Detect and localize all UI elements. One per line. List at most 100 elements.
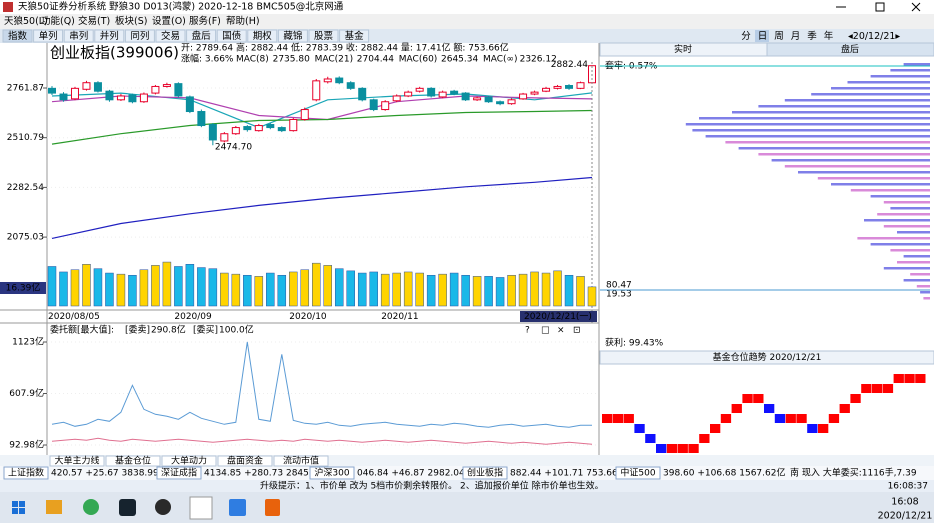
tab-label[interactable]: 同列 [130, 30, 149, 42]
maximize-button[interactable] [875, 2, 885, 12]
bottom-tab-label[interactable]: 大单主力线 [54, 455, 99, 467]
tab[interactable] [339, 29, 370, 43]
bottom-tab[interactable] [273, 455, 329, 467]
tab-label[interactable]: 单列 [39, 30, 58, 42]
ticker-quote: 420.57 +25.67 3838.99亿 [51, 467, 168, 479]
app-icon[interactable] [155, 499, 171, 515]
start-icon[interactable] [19, 508, 25, 514]
chip-reading: 19.53 [606, 290, 632, 300]
tab-label[interactable]: 交易 [161, 30, 180, 42]
bottom-tab[interactable] [49, 455, 105, 467]
chip-bar [877, 213, 930, 216]
cursor-date: 2020/12/21(一) [524, 312, 592, 322]
chip-bar [870, 243, 930, 246]
tab[interactable] [94, 29, 125, 43]
period-date[interactable]: ◂20/12/21▸ [848, 31, 900, 42]
panel-tab[interactable] [766, 42, 934, 57]
tab[interactable] [33, 29, 64, 43]
tab[interactable] [308, 29, 339, 43]
x-tick-label: 2020/10 [289, 312, 327, 322]
menu-item[interactable]: 设置(O) [152, 16, 186, 27]
bottom-tab-label[interactable]: 大单动力 [171, 455, 207, 467]
panel-control[interactable]: × [557, 326, 565, 336]
tab-label[interactable]: 藏锦 [283, 30, 302, 42]
panel-tab-label[interactable]: 实时 [674, 43, 692, 55]
volume-bar [576, 276, 585, 307]
period-button[interactable]: 季 [807, 30, 817, 42]
tab[interactable] [277, 29, 308, 43]
period-button[interactable]: 月 [791, 31, 801, 42]
ticker-quote: 046.84 +46.87 2982.04亿 [357, 467, 474, 479]
candle-body [346, 82, 355, 89]
volume-bar [518, 273, 528, 307]
bottom-tab-label[interactable]: 流动市值 [283, 455, 319, 467]
ticker-name-box[interactable] [156, 466, 202, 480]
bottom-tab-label[interactable]: 盘面资金 [227, 455, 263, 467]
entrust-line [51, 341, 593, 428]
app-icon [3, 2, 13, 12]
tab-label[interactable]: 国债 [222, 30, 242, 42]
ticker-name-box[interactable] [462, 466, 508, 480]
panel-tab-label[interactable]: 盘后 [841, 43, 859, 55]
panel-control[interactable]: ⊡ [573, 326, 581, 336]
period-button[interactable]: 日 [758, 31, 768, 42]
app-icon[interactable] [229, 499, 246, 516]
ticker-name-box[interactable] [309, 466, 355, 480]
tab-label[interactable]: 股票 [314, 31, 334, 42]
tab[interactable] [2, 29, 33, 43]
bottom-tab[interactable] [161, 455, 217, 467]
bottom-tab[interactable] [217, 455, 273, 467]
candle-body [70, 87, 79, 100]
bottom-tab[interactable] [105, 455, 161, 467]
period-button[interactable]: 分 [741, 31, 751, 42]
candle-body [277, 127, 286, 132]
ticker-name[interactable]: 沪深300 [314, 467, 349, 479]
ticker-name[interactable]: 上证指数 [8, 467, 44, 479]
ticker-name-box[interactable] [3, 466, 49, 480]
period-button[interactable]: 年 [824, 30, 834, 42]
volume-bar [162, 261, 172, 307]
tab-label[interactable]: 串列 [69, 30, 88, 42]
menu-item[interactable]: 板块(S) [115, 15, 147, 27]
close-button[interactable] [911, 2, 921, 12]
start-icon[interactable] [19, 501, 25, 507]
fund-cell [634, 424, 645, 433]
tab[interactable] [186, 29, 217, 43]
menu-item[interactable]: 天狼50(L) [4, 15, 48, 27]
tab[interactable] [247, 29, 278, 43]
panel-control[interactable]: ? [525, 326, 530, 336]
ticker-name[interactable]: 创业板指 [467, 467, 503, 479]
entrust-line [51, 437, 593, 445]
tab-label[interactable]: 基金 [345, 30, 365, 42]
trading-app-icon[interactable] [189, 496, 213, 520]
ma-reading: 2645.34 [441, 55, 478, 65]
period-button[interactable]: 周 [774, 31, 784, 42]
app-icon[interactable] [119, 499, 136, 516]
tab[interactable] [63, 29, 94, 43]
tab-label[interactable]: 指数 [8, 30, 28, 42]
start-icon[interactable] [12, 501, 18, 507]
browser-icon[interactable] [83, 499, 99, 515]
panel-header [599, 350, 934, 365]
bottom-tab-label[interactable]: 基金仓位 [115, 455, 151, 467]
ticker-name[interactable]: 深证成指 [161, 467, 197, 479]
y-tick-label: 16.39亿 [6, 281, 41, 293]
menu-item[interactable]: 交易(T) [78, 15, 110, 27]
tab-label[interactable]: 期权 [253, 30, 273, 42]
app-icon[interactable] [265, 499, 280, 516]
ma-legend: MAC(8) [236, 55, 269, 65]
tab[interactable] [216, 29, 247, 43]
ticker-name-box[interactable] [615, 466, 661, 480]
panel-title: 基金仓位趋势 2020/12/21 [713, 351, 822, 363]
start-icon[interactable] [12, 508, 18, 514]
tab-label[interactable]: 并列 [100, 30, 119, 42]
menu-item[interactable]: 服务(F) [189, 15, 221, 27]
panel-control[interactable]: □ [541, 326, 550, 336]
tab-label[interactable]: 盘后 [192, 30, 212, 42]
folder-icon[interactable] [46, 500, 62, 514]
tab[interactable] [124, 29, 155, 43]
tab[interactable] [155, 29, 186, 43]
menu-item[interactable]: 功能(Q) [41, 15, 75, 27]
menu-item[interactable]: 帮助(H) [226, 15, 260, 27]
ticker-name[interactable]: 中证500 [620, 467, 655, 479]
